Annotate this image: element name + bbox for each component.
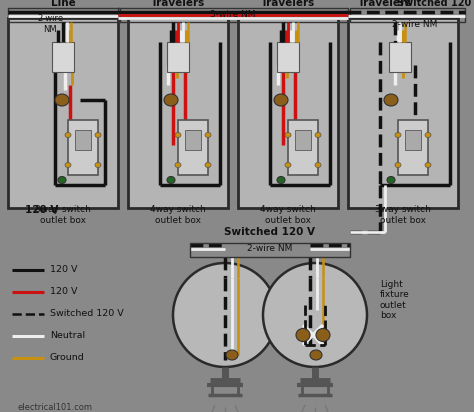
Bar: [295, 130, 311, 150]
Ellipse shape: [164, 94, 178, 106]
Bar: [167, 42, 189, 72]
Text: 120 V: 120 V: [50, 288, 78, 297]
Text: 4way switch
outlet box: 4way switch outlet box: [260, 205, 316, 225]
Text: Switched 120 V: Switched 120 V: [225, 227, 316, 237]
Bar: [389, 42, 411, 72]
Ellipse shape: [65, 133, 71, 138]
Text: 120 V: 120 V: [25, 205, 58, 215]
Ellipse shape: [425, 133, 431, 138]
Ellipse shape: [226, 350, 238, 360]
Text: Line: Line: [51, 0, 75, 8]
Ellipse shape: [65, 162, 71, 168]
Ellipse shape: [167, 176, 175, 183]
Circle shape: [173, 263, 277, 367]
Bar: [128, 18, 228, 208]
Ellipse shape: [384, 94, 398, 106]
Bar: [75, 130, 91, 150]
Bar: [277, 42, 299, 72]
Text: Light
fixture
outlet
box: Light fixture outlet box: [380, 280, 410, 320]
Ellipse shape: [95, 133, 101, 138]
Bar: [398, 120, 428, 175]
Text: 120 V: 120 V: [50, 265, 78, 274]
Bar: [8, 18, 118, 208]
Ellipse shape: [274, 94, 288, 106]
Bar: [185, 130, 201, 150]
Bar: [348, 18, 458, 208]
Text: Neutral: Neutral: [50, 332, 85, 340]
Ellipse shape: [310, 350, 322, 360]
Text: 3way switch
outlet box: 3way switch outlet box: [35, 205, 91, 225]
Text: Switched 120 V: Switched 120 V: [397, 0, 474, 8]
Text: 4way switch
outlet box: 4way switch outlet box: [150, 205, 206, 225]
Text: Travelers: Travelers: [261, 0, 315, 8]
Text: Switched 120 V: Switched 120 V: [50, 309, 124, 318]
Bar: [118, 8, 348, 22]
Ellipse shape: [277, 176, 285, 183]
Ellipse shape: [175, 162, 181, 168]
Bar: [52, 42, 74, 72]
Ellipse shape: [315, 162, 321, 168]
Ellipse shape: [296, 328, 310, 342]
Ellipse shape: [395, 133, 401, 138]
Text: 2-wire
NM: 2-wire NM: [37, 14, 63, 34]
Text: electrical101.com: electrical101.com: [18, 403, 93, 412]
Ellipse shape: [285, 162, 291, 168]
Ellipse shape: [285, 133, 291, 138]
Ellipse shape: [55, 94, 69, 106]
Ellipse shape: [58, 176, 66, 183]
Text: 2-wire NM: 2-wire NM: [392, 19, 438, 28]
Bar: [405, 130, 421, 150]
Text: Ground: Ground: [50, 353, 85, 363]
Ellipse shape: [387, 176, 395, 183]
Ellipse shape: [425, 162, 431, 168]
Text: 3way switch
outlet box: 3way switch outlet box: [375, 205, 431, 225]
Bar: [350, 8, 465, 22]
Bar: [8, 8, 120, 22]
Bar: [288, 120, 318, 175]
Bar: [68, 120, 98, 175]
Text: Travelers: Travelers: [151, 0, 205, 8]
Ellipse shape: [205, 162, 211, 168]
Circle shape: [263, 263, 367, 367]
Bar: [190, 243, 350, 257]
Text: 2-wire NM: 2-wire NM: [247, 243, 292, 253]
Ellipse shape: [95, 162, 101, 168]
Ellipse shape: [395, 162, 401, 168]
Ellipse shape: [316, 328, 330, 342]
Ellipse shape: [205, 133, 211, 138]
Text: 3-wire NM: 3-wire NM: [210, 9, 256, 19]
Bar: [178, 120, 208, 175]
Bar: [238, 18, 338, 208]
Ellipse shape: [175, 133, 181, 138]
Ellipse shape: [315, 133, 321, 138]
Text: Travelers: Travelers: [358, 0, 412, 8]
